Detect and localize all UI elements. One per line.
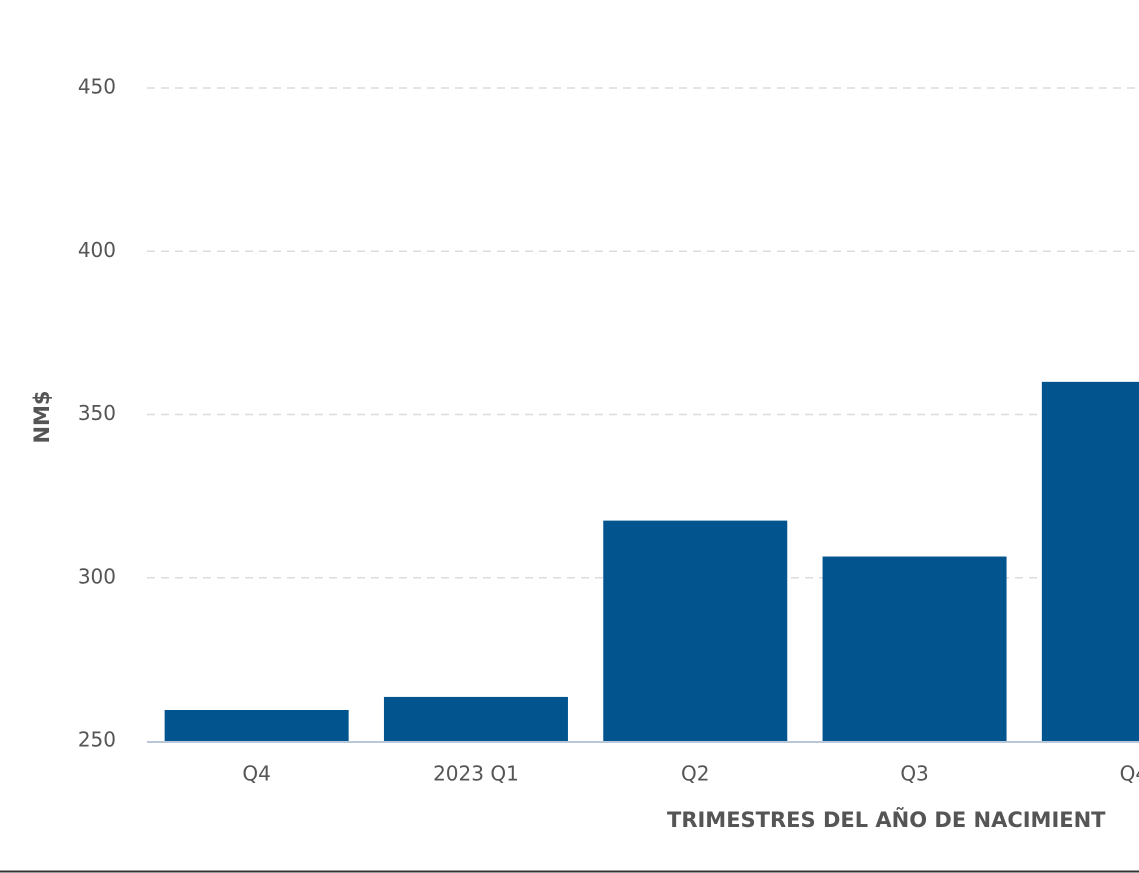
x-tick-label: Q4 (1120, 762, 1139, 786)
bar (1041, 381, 1139, 741)
y-tick-label: 450 (78, 75, 116, 99)
bar (164, 709, 349, 741)
x-axis-title: TRIMESTRES DEL AÑO DE NACIMIENT (667, 807, 1106, 832)
x-tick-label: Q2 (681, 762, 709, 786)
x-tick-label: Q3 (900, 762, 928, 786)
x-tick-label: Q4 (242, 762, 270, 786)
y-tick-label: 250 (78, 728, 116, 752)
x-tick-label: 2023 Q1 (433, 762, 519, 786)
y-tick-label: 350 (78, 401, 116, 425)
y-tick-label: 300 (78, 564, 116, 588)
y-tick-label: 400 (78, 238, 116, 262)
bar (603, 520, 788, 741)
y-axis-title: NM$ (30, 390, 54, 443)
bar (383, 696, 568, 741)
bar (822, 556, 1007, 741)
